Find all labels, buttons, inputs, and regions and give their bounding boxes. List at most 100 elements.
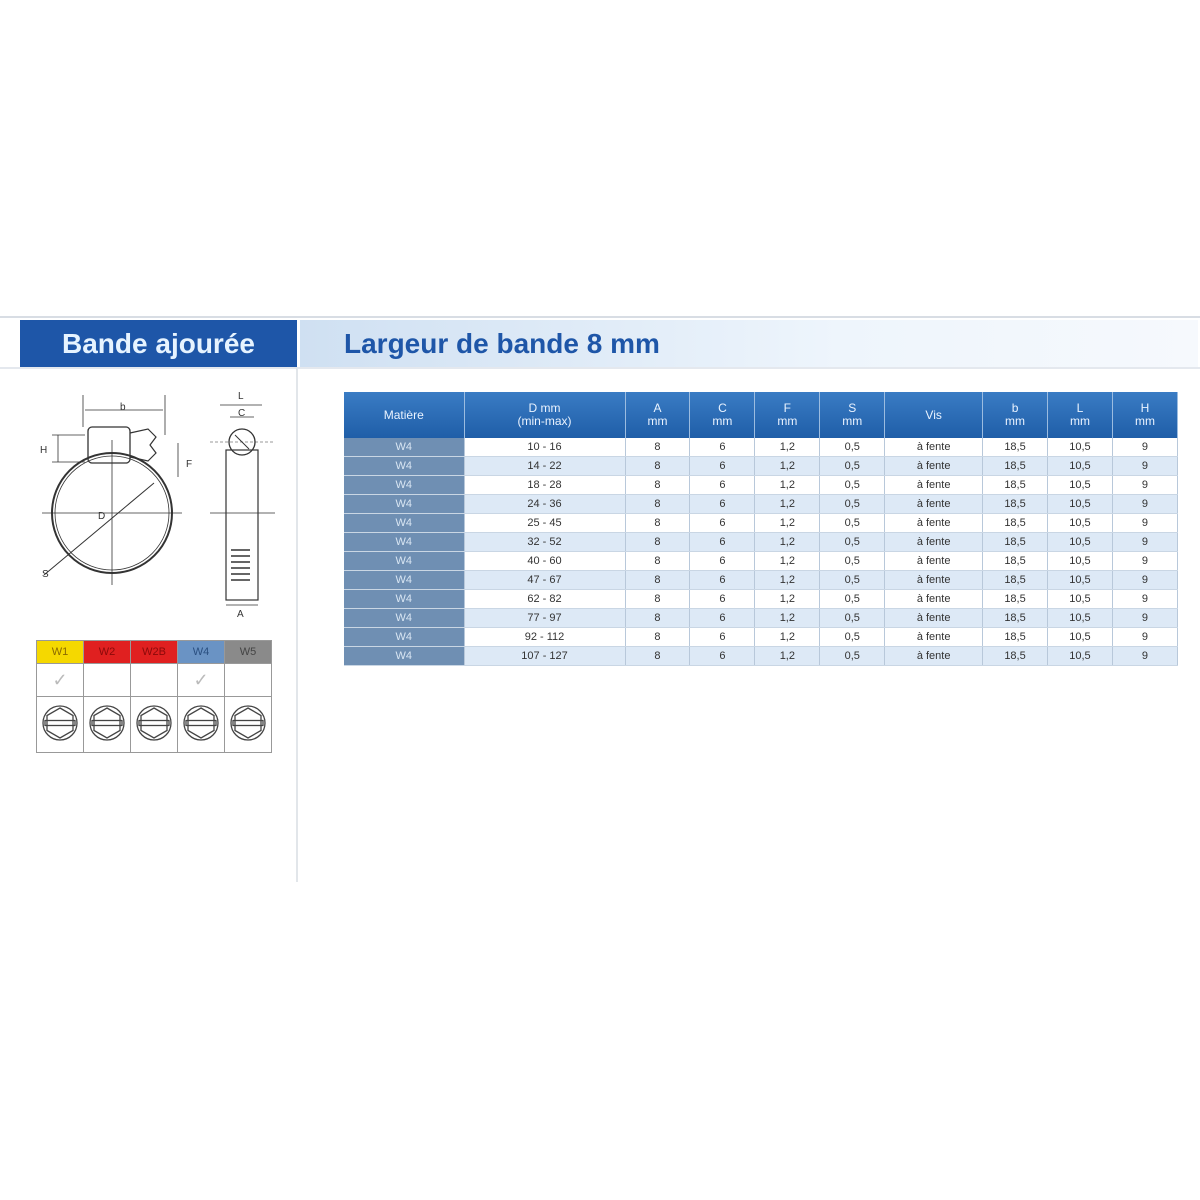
material-cell: W4	[344, 608, 465, 628]
table-cell: 6	[689, 513, 756, 533]
table-cell: 18,5	[982, 494, 1048, 514]
table-cell: 0,5	[819, 646, 886, 666]
table-cell: 6	[689, 475, 756, 495]
table-cell: 0,5	[819, 627, 886, 647]
column-header-unit: mm	[1005, 414, 1026, 428]
material-cell: W4	[344, 551, 465, 571]
table-cell: 0,5	[819, 494, 886, 514]
table-cell: à fente	[884, 627, 984, 647]
table-row: W4 18 - 28 8 6 1,2 0,5 à fente 18,5 10,5 9	[344, 475, 1179, 495]
table-cell: 9	[1112, 646, 1179, 666]
table-cell: 1,2	[754, 475, 821, 495]
table-row: W4 92 - 112 8 6 1,2 0,5 à fente 18,5 10,5 9	[344, 627, 1179, 647]
table-cell: 8	[625, 532, 691, 552]
table-cell: 8	[625, 608, 691, 628]
table-cell: 10,5	[1047, 646, 1113, 666]
table-cell: 6	[689, 456, 756, 476]
table-cell: 10,5	[1047, 475, 1113, 495]
table-cell: 6	[689, 608, 756, 628]
material-w2b: W2B	[130, 640, 178, 664]
label-l: L	[238, 391, 244, 402]
slotted-screw-head-icon	[177, 696, 225, 753]
table-cell: 9	[1112, 456, 1179, 476]
table-cell: 10,5	[1047, 570, 1113, 590]
material-check-cell: ✓	[177, 663, 225, 697]
table-cell: 8	[625, 551, 691, 571]
table-cell: 0,5	[819, 513, 886, 533]
column-header-title: D mm	[528, 401, 561, 415]
table-cell: 0,5	[819, 570, 886, 590]
table-cell: 10,5	[1047, 438, 1113, 457]
table-cell: à fente	[884, 646, 984, 666]
table-cell: à fente	[884, 551, 984, 571]
table-cell: 10,5	[1047, 551, 1113, 571]
label-b: b	[120, 402, 126, 413]
material-cell: W4	[344, 532, 465, 552]
table-cell: 9	[1112, 494, 1179, 514]
material-w1: W1	[36, 640, 84, 664]
table-row: W4 47 - 67 8 6 1,2 0,5 à fente 18,5 10,5 9	[344, 570, 1179, 590]
column-header-unit: mm	[647, 414, 668, 428]
table-cell: 1,2	[754, 513, 821, 533]
label-s: S	[42, 569, 49, 580]
table-cell: 6	[689, 646, 756, 666]
section-title-text: Bande ajourée	[62, 327, 255, 359]
table-cell: 18,5	[982, 570, 1048, 590]
table-cell: 0,5	[819, 456, 886, 476]
table-cell: 8	[625, 438, 691, 457]
table-cell: 1,2	[754, 438, 821, 457]
top-rule	[0, 316, 1200, 318]
column-header-title: H	[1140, 401, 1150, 415]
table-cell: 6	[689, 570, 756, 590]
table-cell: 9	[1112, 532, 1179, 552]
material-cell: W4	[344, 627, 465, 647]
label-h: H	[40, 445, 47, 456]
column-header: Matière	[344, 392, 465, 438]
table-cell: à fente	[884, 494, 984, 514]
table-cell: 0,5	[819, 608, 886, 628]
material-cell: W4	[344, 589, 465, 609]
table-cell: à fente	[884, 608, 984, 628]
table-cell: 18,5	[982, 438, 1048, 457]
column-header-unit: mm	[712, 414, 733, 428]
column-header-title: C	[718, 401, 727, 415]
column-header-unit: mm	[1069, 414, 1090, 428]
table-cell: 18,5	[982, 551, 1048, 571]
table-cell: 9	[1112, 551, 1179, 571]
table-cell: 10,5	[1047, 494, 1113, 514]
column-header: b mm	[982, 392, 1048, 438]
column-header-title: Matière	[383, 407, 424, 422]
table-cell: 8	[625, 475, 691, 495]
column-header-title: b	[1011, 401, 1019, 415]
column-header-title: L	[1076, 401, 1084, 415]
table-row: W4 10 - 16 8 6 1,2 0,5 à fente 18,5 10,5 9	[344, 438, 1179, 457]
table-cell: 14 - 22	[464, 456, 626, 476]
material-cell: W4	[344, 513, 465, 533]
material-cell: W4	[344, 646, 465, 666]
table-cell: 10,5	[1047, 627, 1113, 647]
table-cell: à fente	[884, 475, 984, 495]
material-table: W1 W2 W2B W4 W5 ✓ ✓	[36, 640, 272, 753]
table-cell: 18,5	[982, 456, 1048, 476]
table-cell: 9	[1112, 627, 1179, 647]
material-w2: W2	[83, 640, 131, 664]
table-cell: 1,2	[754, 551, 821, 571]
column-header-unit: (min-max)	[517, 414, 572, 428]
label-c: C	[238, 408, 245, 419]
table-row: W4 40 - 60 8 6 1,2 0,5 à fente 18,5 10,5 9	[344, 551, 1179, 571]
table-cell: 10,5	[1047, 589, 1113, 609]
table-cell: à fente	[884, 513, 984, 533]
material-check-cell	[224, 663, 272, 697]
column-header-title: Vis	[925, 407, 942, 422]
table-cell: 32 - 52	[464, 532, 626, 552]
check-icon: ✓	[52, 669, 68, 690]
table-cell: 6	[689, 532, 756, 552]
section-title: Bande ajourée	[20, 320, 297, 367]
column-header-unit: mm	[777, 414, 798, 428]
material-check-cell	[83, 663, 131, 697]
table-cell: à fente	[884, 589, 984, 609]
table-cell: 62 - 82	[464, 589, 626, 609]
